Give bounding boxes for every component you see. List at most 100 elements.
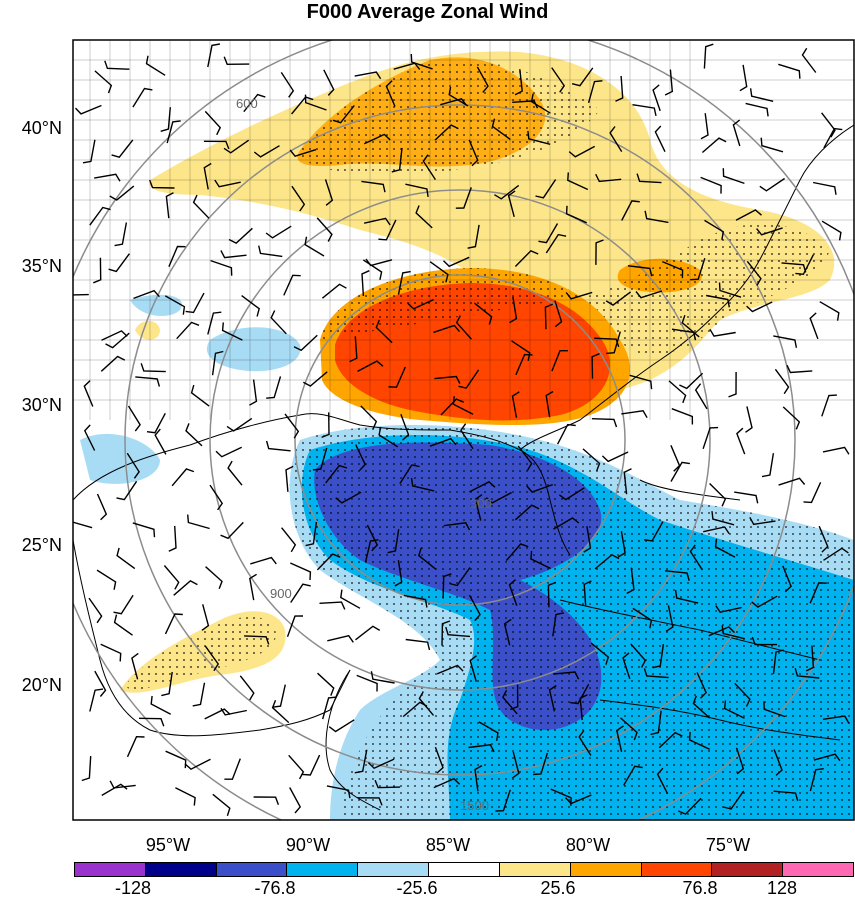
wind-barb — [601, 451, 629, 463]
wind-barb — [220, 707, 247, 716]
wind-barb — [568, 145, 596, 158]
wind-barb — [795, 254, 815, 276]
wind-barb — [505, 543, 529, 562]
wind-barb — [207, 43, 221, 68]
wind-barb — [253, 796, 280, 805]
wind-barb — [694, 383, 708, 410]
wind-barb — [671, 408, 694, 425]
wind-barb — [101, 330, 128, 341]
wind-barb — [530, 93, 551, 114]
wind-barb — [367, 758, 395, 770]
wind-barb — [452, 396, 474, 415]
wind-barb — [616, 725, 624, 753]
wind-barb — [290, 583, 311, 603]
wind-barb — [403, 594, 428, 608]
wind-barb — [503, 618, 512, 646]
wind-barb — [526, 483, 553, 493]
wind-barb — [210, 259, 233, 276]
wind-barb — [209, 484, 224, 511]
wind-barb — [709, 483, 727, 507]
wind-barb — [587, 80, 603, 103]
wind-barb — [166, 120, 181, 144]
map-frame — [72, 39, 855, 821]
wind-barb — [629, 374, 653, 390]
wind-barb — [323, 69, 335, 96]
colorbar-swatch — [641, 863, 713, 876]
wind-barb — [609, 126, 623, 152]
wind-barb — [583, 580, 592, 607]
wind-barb — [375, 319, 393, 344]
wind-barb — [81, 756, 92, 782]
wind-barb — [622, 652, 631, 680]
wind-barb — [443, 522, 471, 531]
wind-barb — [547, 581, 557, 608]
wind-barb — [674, 590, 699, 604]
ring-label-300: 300 — [470, 496, 492, 511]
wind-barb — [116, 480, 138, 501]
wind-barb — [617, 531, 626, 558]
wind-barb — [332, 105, 355, 124]
ring-label-1500: 1500 — [460, 798, 489, 813]
wind-barb — [821, 112, 836, 138]
wind-barb — [94, 173, 121, 182]
wind-barb — [514, 249, 539, 267]
county-borders — [73, 40, 854, 420]
wind-barb — [700, 176, 722, 194]
wind-barb — [321, 412, 330, 439]
wind-barb — [328, 719, 355, 733]
wind-barb — [214, 179, 241, 188]
wind-barb — [385, 80, 396, 107]
wind-barb — [163, 565, 180, 590]
wind-barb — [760, 137, 784, 153]
wind-barb — [394, 560, 403, 587]
wind-barb — [434, 124, 459, 141]
wind-barb — [417, 547, 437, 570]
wind-barb — [349, 336, 358, 363]
wind-barb — [126, 735, 145, 758]
wind-barb — [228, 227, 253, 244]
wind-barb — [111, 139, 134, 159]
lat-label-30: 30°N — [21, 395, 62, 415]
wind-barb — [223, 56, 250, 66]
wind-barb — [249, 379, 258, 406]
wind-barb — [357, 797, 383, 806]
wind-barb — [565, 205, 587, 224]
wind-barb — [507, 190, 516, 217]
wind-barb — [803, 482, 822, 504]
wind-barb — [656, 767, 669, 795]
wind-barb — [434, 746, 444, 774]
wind-barb — [502, 689, 518, 715]
wind-barb — [204, 645, 220, 672]
wind-barb — [361, 270, 370, 297]
wind-barb — [364, 539, 379, 563]
wind-barb — [104, 60, 130, 70]
wind-barb — [270, 310, 287, 335]
wind-barb — [782, 406, 801, 430]
wind-barb — [201, 604, 210, 631]
wind-barb — [221, 322, 243, 341]
wind-barb — [83, 380, 94, 407]
wind-barb — [226, 417, 253, 432]
wind-barb — [545, 233, 567, 254]
wind-barb — [650, 710, 662, 736]
wind-barb — [321, 283, 347, 299]
wind-barb — [74, 104, 102, 115]
wind-barb — [407, 298, 434, 310]
wind-barb — [782, 565, 792, 593]
wind-barb — [718, 282, 742, 298]
wind-barb — [714, 538, 736, 558]
wind-barb — [583, 526, 592, 553]
wind-barb — [494, 184, 520, 200]
wind-barb — [620, 717, 638, 741]
wind-barb — [224, 758, 241, 780]
wind-barb — [449, 567, 471, 587]
lat-label-25: 25°N — [21, 535, 62, 555]
wind-barb — [140, 363, 166, 373]
wind-barb — [220, 250, 247, 259]
wind-barb — [819, 301, 840, 321]
wind-barb — [192, 194, 210, 219]
colorbar-label: 76.8 — [682, 878, 718, 898]
wind-barb — [623, 468, 632, 495]
wind-barb — [556, 423, 576, 445]
wind-barb — [545, 390, 554, 418]
